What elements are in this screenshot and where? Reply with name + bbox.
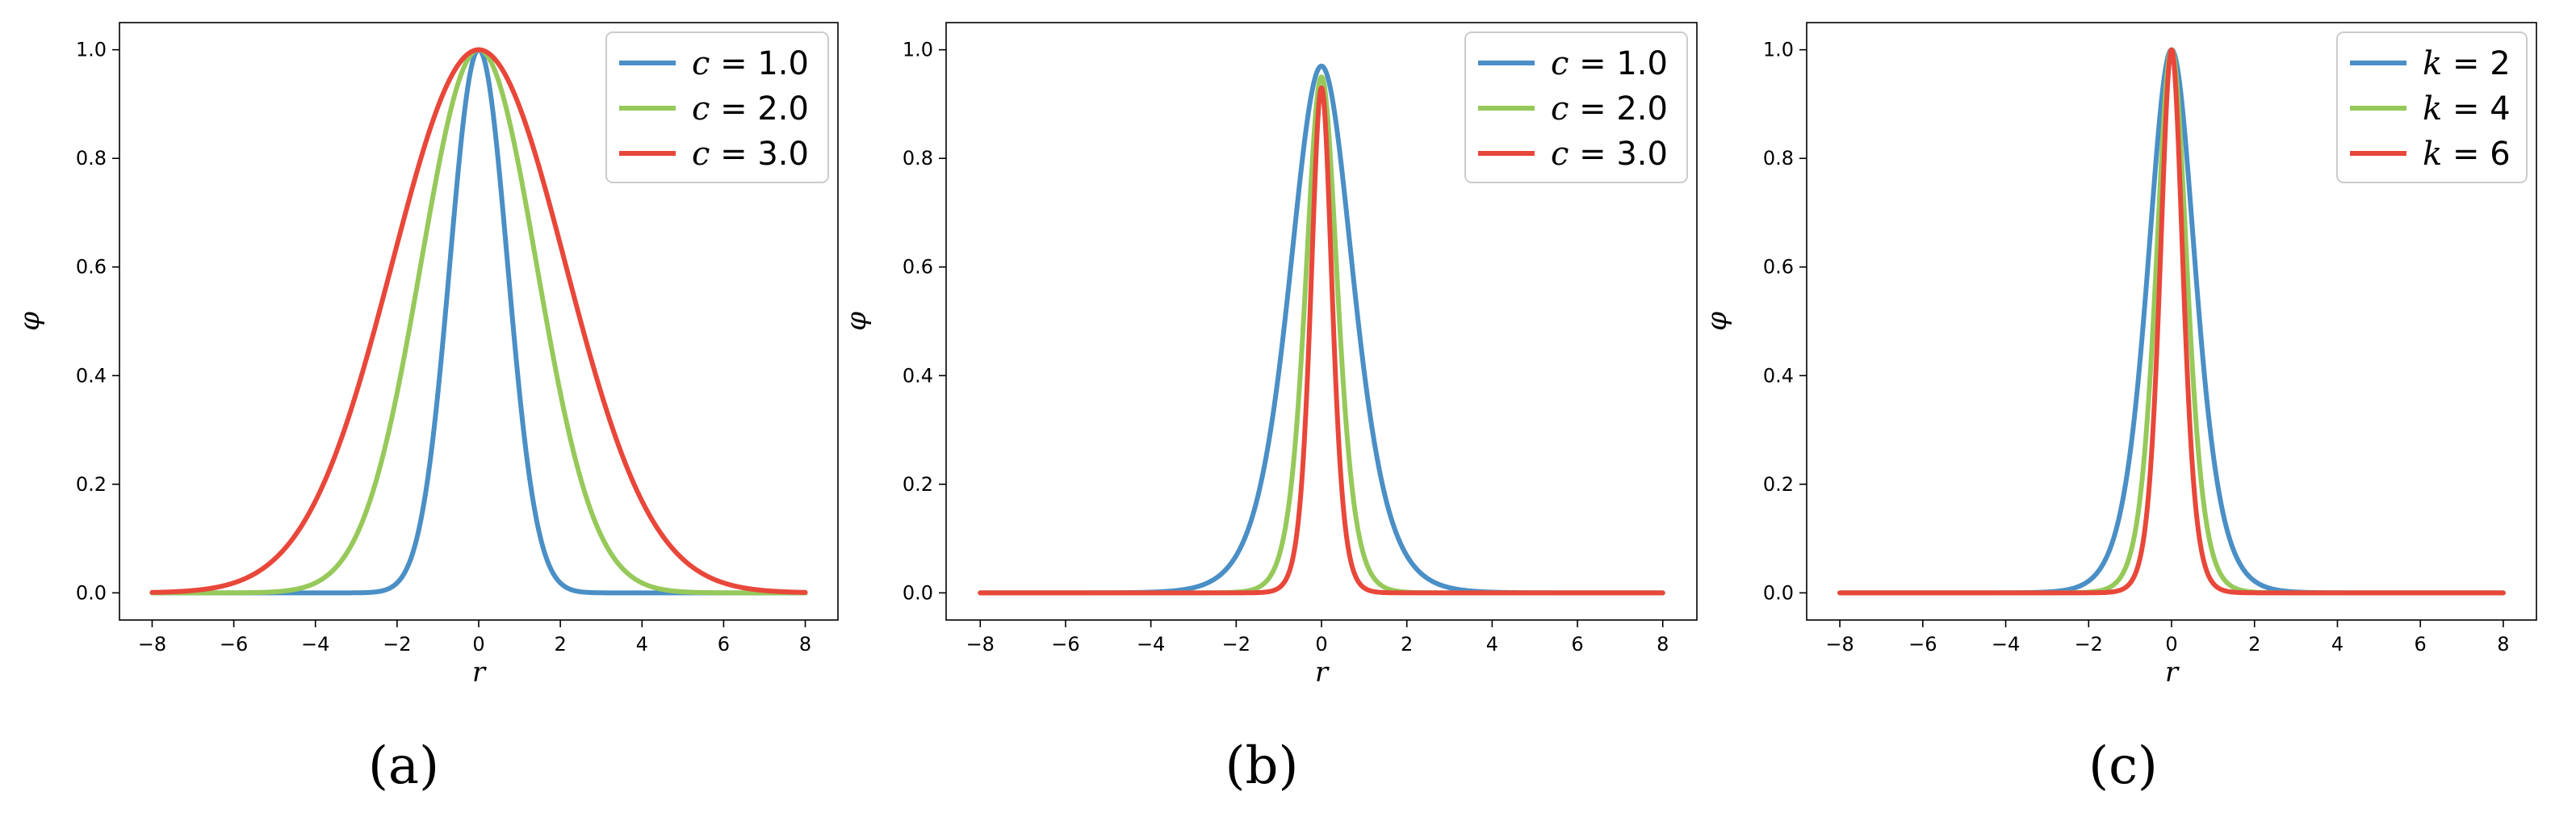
x-tick-label: 6: [718, 633, 730, 656]
y-tick-label: 0.2: [76, 473, 107, 496]
x-tick-label: 2: [1401, 633, 1413, 656]
y-tick-label: 0.4: [1763, 364, 1794, 387]
panel-a: −8 −6 −4 −2 0 2 4 6 8 0.0 0.2 0.4 0.6 0.8 1.0 r φ c = 1.0…: [14, 22, 839, 796]
x-tick-label: 6: [1571, 633, 1583, 656]
legend-entry: k = 6: [2423, 136, 2511, 173]
y-tick-label: 1.0: [76, 39, 107, 61]
y-tick-label: 0.0: [76, 581, 107, 604]
y-tick-label: 0.6: [903, 256, 933, 279]
x-tick-label: 0: [1315, 633, 1327, 656]
legend-box: [2336, 31, 2528, 183]
panel-caption: (b): [1225, 736, 1299, 796]
x-tick-label: −4: [1992, 633, 2020, 656]
x-tick-label: 6: [2415, 633, 2427, 656]
x-axis-label: r: [1315, 656, 1330, 689]
y-tick-label: 0.8: [1763, 147, 1794, 170]
x-tick-label: −8: [138, 633, 166, 656]
y-axis-label: φ: [14, 312, 46, 331]
y-tick-label: 1.0: [903, 39, 933, 61]
x-tick-label: −6: [220, 633, 248, 656]
series-line-c-3.0: [149, 47, 808, 595]
y-tick-label: 0.0: [1763, 581, 1794, 604]
y-tick-label: 0.0: [903, 581, 933, 604]
y-tick-label: 0.2: [1763, 473, 1794, 496]
x-tick-label: 4: [2331, 633, 2344, 656]
series-line-c-3.0: [978, 85, 1665, 596]
y-tick-label: 0.8: [903, 147, 933, 170]
legend: c = 1.0 c = 2.0 c = 3.0: [605, 31, 829, 183]
panel-caption: (a): [368, 736, 439, 796]
panel-b: −8 −6 −4 −2 0 2 4 6 8 0.0 0.2 0.4 0.6 0.8 1.0 r φ c = 1.0…: [840, 22, 1698, 796]
y-tick-label: 0.2: [903, 473, 933, 496]
y-tick-label: 0.6: [76, 256, 107, 279]
legend-box: [1464, 31, 1688, 183]
legend-entry: c = 3.0: [1551, 136, 1668, 173]
x-tick-label: −2: [383, 633, 411, 656]
x-tick-label: 0: [2165, 633, 2177, 656]
legend: k = 2 k = 4 k = 6: [2336, 31, 2528, 183]
x-tick-label: 4: [1486, 633, 1498, 656]
x-axis-label: r: [472, 656, 487, 689]
x-tick-label: 8: [2497, 633, 2509, 656]
y-tick-label: 0.4: [903, 364, 933, 387]
x-tick-label: 4: [636, 633, 648, 656]
legend-entry: k = 4: [2423, 90, 2511, 128]
x-tick-label: −8: [966, 633, 995, 656]
legend-entry: k = 2: [2423, 45, 2511, 82]
x-tick-label: 2: [554, 633, 566, 656]
legend-entry: c = 3.0: [692, 136, 809, 173]
x-tick-label: −6: [1908, 633, 1937, 656]
legend-box: [605, 31, 829, 183]
x-tick-label: 0: [472, 633, 484, 656]
legend-entry: c = 2.0: [1551, 90, 1668, 128]
x-tick-label: 2: [2248, 633, 2260, 656]
x-tick-label: −6: [1051, 633, 1079, 656]
legend-entry: c = 2.0: [692, 90, 809, 128]
legend-entry: c = 1.0: [692, 45, 809, 82]
y-tick-label: 1.0: [1763, 39, 1794, 61]
x-tick-label: −8: [1825, 633, 1853, 656]
series-line-k-6: [1837, 47, 2506, 596]
y-tick-label: 0.4: [76, 364, 107, 387]
legend-entry: c = 1.0: [1551, 45, 1668, 82]
x-tick-label: −2: [1222, 633, 1250, 656]
x-tick-label: −4: [1137, 633, 1165, 656]
y-tick-label: 0.8: [76, 147, 107, 170]
y-axis-label: φ: [1701, 312, 1733, 331]
x-axis-label: r: [2165, 656, 2180, 689]
x-tick-label: 8: [799, 633, 811, 656]
legend: c = 1.0 c = 2.0 c = 3.0: [1464, 31, 1688, 183]
x-tick-label: −2: [2075, 633, 2103, 656]
y-axis-label: φ: [840, 312, 873, 331]
x-tick-label: 8: [1657, 633, 1669, 656]
x-tick-label: −4: [301, 633, 329, 656]
y-tick-label: 0.6: [1763, 256, 1794, 279]
panel-caption: (c): [2088, 736, 2158, 796]
